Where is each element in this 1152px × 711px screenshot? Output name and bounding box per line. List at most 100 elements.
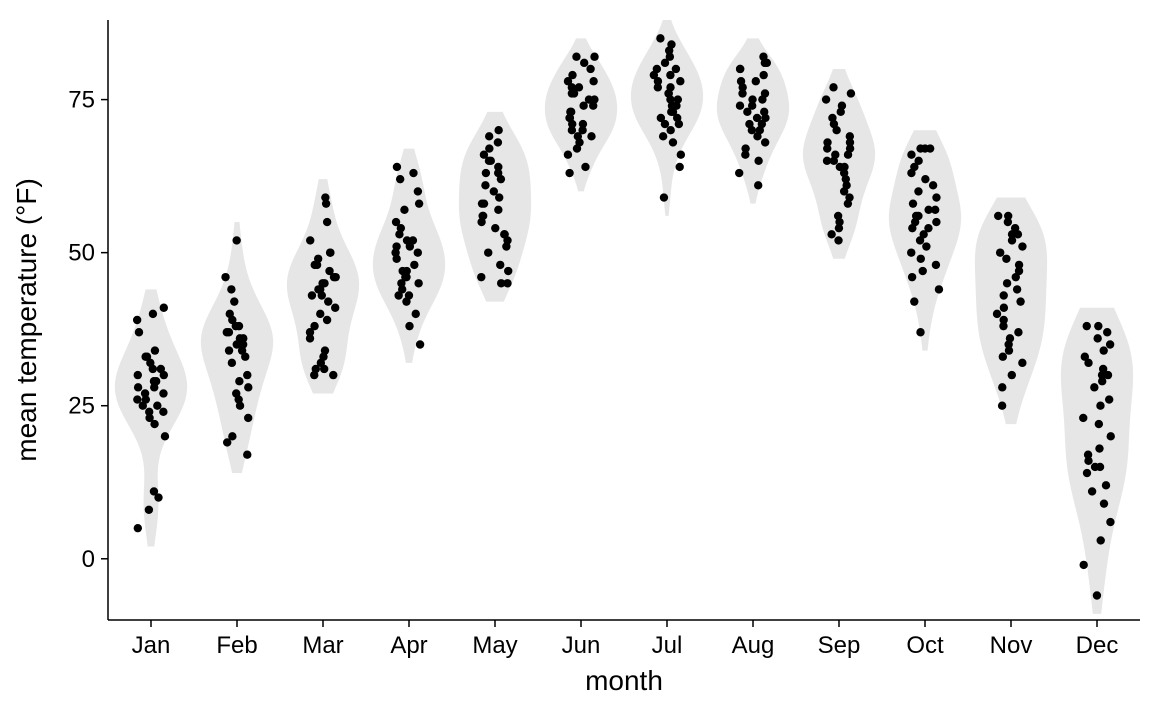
data-point [141,389,149,397]
data-point [748,95,756,103]
data-point [308,291,316,299]
data-point [998,383,1006,391]
data-point [653,65,661,73]
data-point [674,95,682,103]
data-point [504,267,512,275]
data-point [403,236,411,244]
data-point [484,248,492,256]
x-tick-label: Jul [652,632,683,659]
data-point [392,242,400,250]
data-point [491,224,499,232]
x-tick-label: Nov [990,632,1033,659]
data-point [1094,322,1102,330]
data-point [590,95,598,103]
data-point [1095,420,1103,428]
data-point [323,218,331,226]
data-point [494,206,502,214]
data-point [910,297,918,305]
data-point [1015,261,1023,269]
data-point [1099,365,1107,373]
data-point [1091,463,1099,471]
y-tick-label: 0 [82,546,95,573]
data-point [838,102,846,110]
data-point [329,371,337,379]
data-point [676,77,684,85]
y-axis-title: mean temperature (°F) [11,178,42,462]
data-point [244,383,252,391]
data-point [1100,499,1108,507]
data-point [230,297,238,305]
data-point [1107,432,1115,440]
data-point [822,95,830,103]
data-point [321,346,329,354]
chart-svg: 0255075JanFebMarAprMayJunJulAugSepOctNov… [0,0,1152,711]
data-point [228,432,236,440]
data-point [134,524,142,532]
data-point [490,187,498,195]
y-tick-label: 25 [68,393,95,420]
data-point [999,353,1007,361]
data-point [565,169,573,177]
data-point [392,218,400,226]
x-tick-label: Oct [906,632,944,659]
x-tick-label: Aug [732,632,775,659]
data-point [1006,334,1014,342]
data-point [823,157,831,165]
data-point [410,261,418,269]
x-tick-label: Dec [1076,632,1119,659]
data-point [485,132,493,140]
data-point [403,267,411,275]
data-point [1000,304,1008,312]
data-point [314,255,322,263]
y-tick-label: 50 [68,240,95,267]
data-point [310,322,318,330]
data-point [761,138,769,146]
data-point [735,169,743,177]
temperature-violin-chart: 0255075JanFebMarAprMayJunJulAugSepOctNov… [0,0,1152,711]
data-point [568,71,576,79]
data-point [998,402,1006,410]
data-point [587,132,595,140]
data-point [149,310,157,318]
data-point [1090,383,1098,391]
data-point [159,408,167,416]
data-point [236,334,244,342]
data-point [414,279,422,287]
data-point [590,53,598,61]
data-point [666,126,674,134]
data-point [1018,242,1026,250]
data-point [405,322,413,330]
data-point [924,224,932,232]
data-point [482,169,490,177]
data-point [672,65,680,73]
data-point [396,175,404,183]
data-point [500,230,508,238]
data-point [503,279,511,287]
data-point [145,408,153,416]
data-point [235,377,243,385]
x-tick-label: Sep [818,632,861,659]
data-point [481,181,489,189]
x-axis-title: month [585,665,663,696]
data-point [221,273,229,281]
data-point [243,371,251,379]
data-point [306,236,314,244]
data-point [409,169,417,177]
data-point [566,108,574,116]
data-point [1093,334,1101,342]
data-point [929,181,937,189]
data-point [737,77,745,85]
data-point [325,267,333,275]
data-point [225,346,233,354]
data-point [414,248,422,256]
data-point [752,77,760,85]
data-point [926,144,934,152]
data-point [666,83,674,91]
data-point [754,157,762,165]
data-point [847,89,855,97]
data-point [478,212,486,220]
data-point [759,71,767,79]
data-point [414,187,422,195]
data-point [161,432,169,440]
data-point [1102,481,1110,489]
